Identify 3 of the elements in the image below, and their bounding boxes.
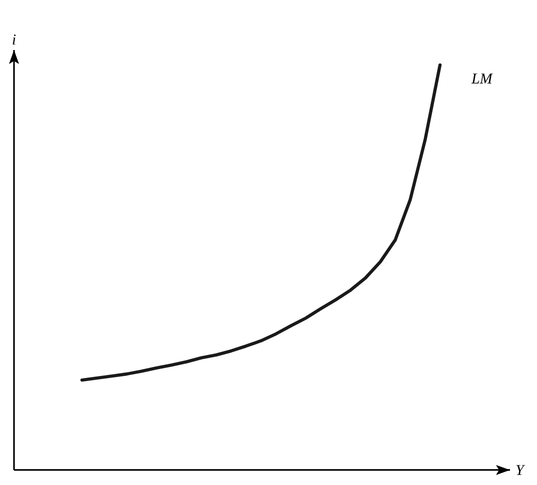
x-axis-title: Y (516, 465, 526, 475)
text: LM (471, 74, 493, 84)
y-axis-title: i (12, 34, 16, 44)
